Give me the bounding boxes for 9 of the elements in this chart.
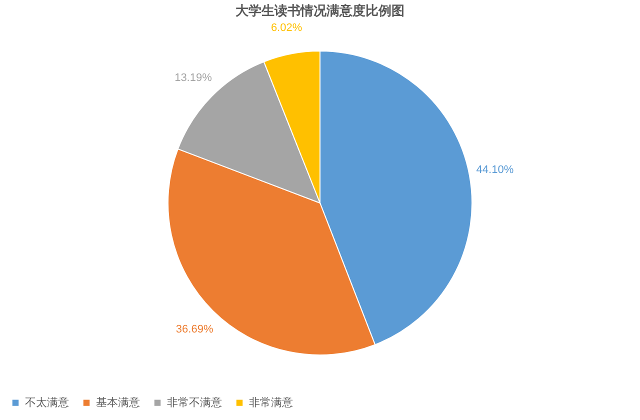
data-label: 6.02% <box>270 22 302 34</box>
legend-label: 非常不满意 <box>167 396 222 409</box>
data-label: 44.10% <box>476 164 514 176</box>
legend-label: 基本满意 <box>96 396 140 409</box>
data-label: 13.19% <box>174 72 212 84</box>
legend-label: 非常满意 <box>249 396 293 409</box>
legend-label: 不太满意 <box>25 396 69 409</box>
data-label: 36.69% <box>176 323 214 336</box>
chart-title: 大学生读书情况满意度比例图 <box>236 3 404 18</box>
